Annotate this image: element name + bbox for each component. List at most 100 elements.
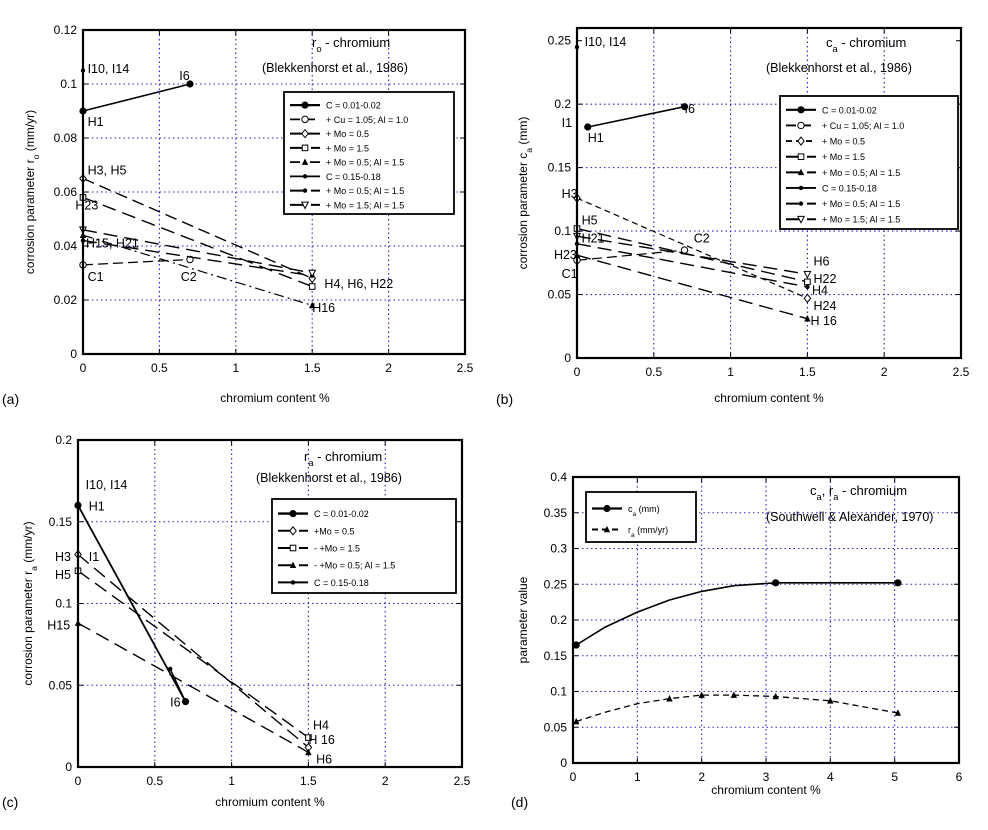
series-line-1: [77, 504, 187, 703]
point-annotation: H15: [47, 619, 70, 633]
legend-entry: C = 0.01-0.02: [822, 105, 877, 115]
point-annotation: H5: [582, 214, 598, 228]
plot-frame: [575, 26, 963, 360]
legend-entry: C = 0.01-0.02: [326, 101, 381, 111]
panel-d: 0 1 2 3 4 5 600.050.10.150.20.250.30.350.4ca, …: [511, 470, 963, 810]
chart-title: ra - chromium: [304, 449, 382, 468]
y-tick-label: 0.15: [49, 515, 73, 529]
series-line-1: [587, 105, 685, 128]
series-line-3: [576, 197, 808, 299]
panel-c: 0 0.5 1 1.5 2 2.5 0 0.05 0.1 0.15 0.2 I10, I14 H1 H3 I…: [2, 433, 471, 810]
point-annotation: I1: [89, 550, 99, 564]
label-text: c: [810, 483, 817, 498]
x-tick-label: 2: [698, 770, 705, 784]
legend-marker: [301, 144, 309, 152]
data-point-marker: [309, 301, 316, 309]
label-text: corrosion parameter c: [516, 153, 530, 270]
data-point-marker: [183, 699, 188, 704]
plot-frame: [571, 475, 961, 765]
legend-box: [585, 491, 697, 543]
point-annotation: H1: [88, 115, 104, 129]
legend-entry: - +Mo = 1.5: [314, 544, 360, 554]
point-annotation: C1: [562, 267, 578, 281]
point-annotation: I1: [562, 116, 572, 130]
y-tick-label: 0.3: [550, 542, 567, 556]
legend-entry: C = 0.01-0.02: [314, 509, 369, 519]
legend-entry: + Mo = 1.5: [822, 152, 865, 162]
series-line-7: [82, 239, 313, 277]
y-tick-label: 0.05: [49, 678, 73, 692]
y-tick-label: 0.4: [550, 470, 567, 484]
subscript-text: o: [316, 44, 321, 54]
data-point-marker: [308, 283, 316, 290]
x-tick-label: 1: [634, 770, 641, 784]
legend-marker: [290, 580, 296, 585]
label-text: - chromium: [314, 449, 383, 464]
y-tick-label: 0.04: [54, 239, 78, 253]
point-annotation: H15, H21: [86, 236, 139, 250]
subscript-text: a: [833, 44, 839, 54]
y-tick-label: 0.05: [544, 720, 568, 734]
subscript-text: a: [308, 458, 314, 468]
legend-entry: + Mo = 0.5; Al = 1.5: [326, 158, 404, 168]
y-tick-label: 0.25: [544, 577, 568, 591]
data-point-marker: [894, 579, 902, 587]
label-text: c: [826, 35, 833, 50]
legend-marker: [797, 136, 805, 146]
series-line-1: [575, 582, 898, 646]
legend-marker: [797, 121, 805, 130]
y-tick-label: 0.15: [548, 161, 572, 175]
y-tick-label: 0.05: [548, 288, 572, 302]
y-tick-label: 0: [560, 756, 567, 770]
series-line-8: [576, 235, 808, 275]
data-point-marker: [772, 692, 779, 700]
data-point-marker: [803, 270, 812, 279]
legend-marker: [797, 168, 805, 176]
legend-marker: [603, 504, 611, 513]
y-axis-label: corrosion parameter ca (mm): [516, 117, 534, 270]
point-annotation: H22: [814, 272, 837, 286]
x-tick-label: 1: [727, 365, 734, 379]
point-annotation: H1: [89, 499, 105, 513]
x-tick-label: 1: [232, 361, 239, 375]
y-tick-label: 0.15: [544, 649, 568, 663]
y-axis-label: corrosion parameter ra (mm/yr): [21, 521, 39, 685]
y-tick-label: 0.12: [54, 23, 78, 37]
subscript-text: a: [833, 492, 839, 502]
x-tick-label: 1.5: [304, 361, 321, 375]
y-tick-label: 0.1: [554, 224, 571, 238]
chart-source: (Blekkenhorst et al., 1986): [766, 61, 912, 75]
x-tick-label: 1.5: [799, 365, 816, 379]
panel-label: (d): [511, 794, 528, 810]
label-text: (mm): [516, 117, 530, 148]
data-point-marker: [804, 315, 811, 322]
x-axis-label: chromium content %: [711, 783, 821, 797]
x-tick-label: 0: [75, 774, 82, 788]
legend-entry: ra (mm/yr): [628, 525, 668, 539]
chart-source: (Southwell & Alexander, 1970): [766, 510, 933, 524]
label-text: (mm/yr): [635, 525, 669, 535]
data-point-marker: [698, 691, 705, 698]
data-point-marker: [572, 641, 580, 649]
y-tick-label: 0.1: [55, 597, 72, 611]
data-point-marker: [804, 278, 811, 286]
data-point-marker: [584, 123, 592, 131]
x-tick-label: 0: [574, 365, 581, 379]
y-tick-label: 0: [70, 347, 77, 361]
x-tick-label: 0.5: [151, 361, 168, 375]
chart-title: ro - chromium: [312, 35, 390, 54]
y-tick-label: 0.2: [554, 97, 571, 111]
label-text: - chromium: [838, 483, 907, 498]
series-line-2: [82, 258, 191, 266]
x-tick-label: 2: [881, 365, 888, 379]
series-line-3: [82, 177, 313, 280]
y-axis-label: parameter value: [516, 576, 530, 663]
legend-entry: + Cu = 1.05; Al = 1.0: [326, 115, 408, 125]
data-point-marker: [827, 697, 834, 704]
data-point-marker: [894, 709, 902, 716]
x-tick-label: 2.5: [953, 365, 970, 379]
subscript-text: a: [631, 532, 635, 539]
point-annotation: H3: [55, 550, 71, 564]
series-line-5: [576, 254, 808, 320]
